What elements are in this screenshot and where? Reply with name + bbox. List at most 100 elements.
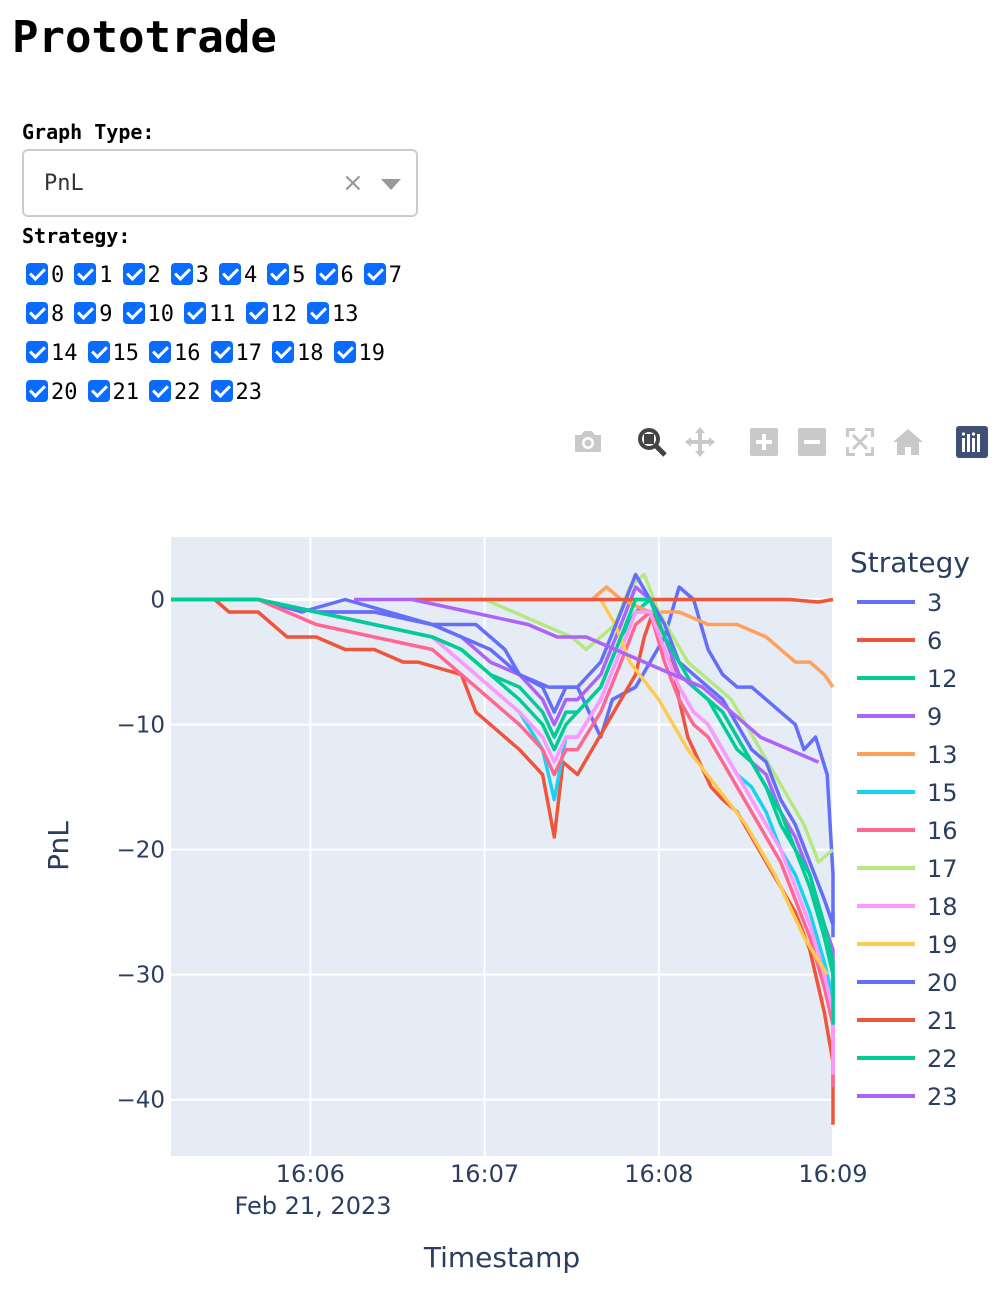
checkbox-checked[interactable] [149, 380, 171, 402]
strategy-checkbox-3[interactable]: 3 [165, 256, 209, 295]
legend-label: 22 [927, 1045, 958, 1073]
plotly-logo-icon[interactable] [952, 420, 992, 464]
strategy-checkbox-7[interactable]: 7 [358, 256, 402, 295]
pan-icon[interactable] [680, 420, 720, 464]
strategy-checkbox-18[interactable]: 18 [266, 334, 324, 373]
strategy-checkbox-label: 18 [297, 341, 324, 366]
graph-type-value: PnL [44, 171, 84, 196]
zoom-in-icon[interactable] [744, 420, 784, 464]
checkbox-checked[interactable] [74, 302, 97, 324]
checkbox-checked[interactable] [267, 263, 290, 285]
legend-label: 17 [927, 855, 958, 883]
legend-item-21[interactable]: 21 [857, 1007, 958, 1035]
zoom-out-icon[interactable] [792, 420, 832, 464]
zoom-icon[interactable] [632, 420, 672, 464]
strategy-checkbox-label: 20 [51, 380, 78, 405]
x-tick-label: 16:08 [624, 1160, 693, 1188]
checkbox-checked[interactable] [87, 341, 110, 363]
strategy-checkbox-17[interactable]: 17 [205, 334, 263, 373]
checkbox-checked[interactable] [74, 263, 97, 285]
y-axis-title: PnL [42, 821, 75, 871]
legend-item-9[interactable]: 9 [857, 703, 942, 731]
strategy-checkbox-label: 10 [147, 302, 175, 327]
legend-item-16[interactable]: 16 [857, 817, 958, 845]
checkbox-checked[interactable] [272, 341, 294, 363]
strategy-checkbox-9[interactable]: 9 [68, 295, 113, 334]
checkbox-checked[interactable] [122, 302, 145, 324]
camera-icon[interactable] [568, 420, 608, 464]
legend-label: 23 [927, 1083, 958, 1111]
legend-item-23[interactable]: 23 [857, 1083, 958, 1111]
strategy-checkbox-1[interactable]: 1 [68, 256, 113, 295]
strategy-checklist: 0 1 2 3 4 5 6 78 9 10 11 12 1314 15 16 17 18 1920 21 22 23 [20, 256, 420, 412]
strategy-checkbox-2[interactable]: 2 [117, 256, 161, 295]
y-tick-label: −10 [116, 713, 165, 739]
chevron-down-icon[interactable] [381, 179, 401, 190]
strategy-checkbox-20[interactable]: 20 [20, 373, 78, 412]
strategy-checkbox-label: 9 [99, 302, 113, 327]
checkbox-checked[interactable] [184, 302, 206, 324]
strategy-checkbox-label: 17 [235, 341, 263, 366]
checkbox-checked[interactable] [363, 263, 386, 285]
checkbox-checked[interactable] [170, 263, 193, 285]
checkbox-checked[interactable] [87, 380, 110, 402]
strategy-checkbox-4[interactable]: 4 [213, 256, 257, 295]
legend-item-3[interactable]: 3 [857, 589, 942, 617]
strategy-checkbox-19[interactable]: 19 [328, 334, 385, 373]
x-tick-sublabel: Feb 21, 2023 [235, 1192, 392, 1220]
legend: 3 6 12 9 13 15 16 17 18 19 20 21 22 23 [857, 589, 958, 1111]
plot-area[interactable] [171, 537, 833, 1156]
strategy-label: Strategy: [22, 224, 131, 248]
autoscale-icon[interactable] [840, 420, 880, 464]
checkbox-checked[interactable] [307, 302, 329, 324]
strategy-checkbox-14[interactable]: 14 [20, 334, 78, 373]
legend-item-15[interactable]: 15 [857, 779, 958, 807]
checkbox-checked[interactable] [315, 263, 338, 285]
strategy-checkbox-15[interactable]: 15 [82, 334, 140, 373]
reset-axes-icon[interactable] [888, 420, 928, 464]
legend-item-18[interactable]: 18 [857, 893, 958, 921]
pnl-chart[interactable]: 0 −10 −20 −30 −40 16:06 16:07 16:08 16:09 Feb 2… [0, 470, 1002, 1300]
strategy-checkbox-label: 7 [388, 263, 402, 288]
checkbox-checked[interactable] [333, 341, 356, 363]
strategy-checkbox-8[interactable]: 8 [20, 295, 64, 334]
y-tick-labels: 0 −10 −20 −30 −40 [116, 588, 165, 1114]
legend-item-20[interactable]: 20 [857, 969, 958, 997]
x-tick-label: 16:06 [276, 1160, 345, 1188]
strategy-checkbox-5[interactable]: 5 [261, 256, 306, 295]
checkbox-checked[interactable] [245, 302, 268, 324]
checkbox-checked[interactable] [26, 302, 48, 324]
legend-item-12[interactable]: 12 [857, 665, 958, 693]
legend-title: Strategy [850, 546, 970, 579]
x-tick-label: 16:09 [798, 1160, 867, 1188]
checkbox-checked[interactable] [26, 263, 48, 285]
strategy-checkbox-10[interactable]: 10 [117, 295, 175, 334]
strategy-checkbox-23[interactable]: 23 [205, 373, 262, 412]
strategy-checkbox-16[interactable]: 16 [143, 334, 201, 373]
checkbox-checked[interactable] [26, 380, 48, 402]
legend-item-19[interactable]: 19 [857, 931, 958, 959]
graph-type-dropdown[interactable]: PnL × [22, 149, 418, 217]
checkbox-checked[interactable] [219, 263, 241, 285]
legend-item-17[interactable]: 17 [857, 855, 958, 883]
checkbox-checked[interactable] [149, 341, 171, 363]
checkbox-checked[interactable] [122, 263, 145, 285]
strategy-checkbox-label: 12 [270, 302, 298, 327]
legend-label: 19 [927, 931, 958, 959]
clear-icon[interactable]: × [342, 168, 364, 198]
strategy-checkbox-21[interactable]: 21 [82, 373, 140, 412]
checkbox-checked[interactable] [210, 341, 233, 363]
strategy-checkbox-label: 15 [112, 341, 140, 366]
strategy-checkbox-label: 21 [112, 380, 140, 405]
strategy-checkbox-0[interactable]: 0 [20, 256, 64, 295]
checkbox-checked[interactable] [26, 341, 48, 363]
strategy-checkbox-11[interactable]: 11 [178, 295, 236, 334]
checkbox-checked[interactable] [210, 380, 233, 402]
legend-item-22[interactable]: 22 [857, 1045, 958, 1073]
strategy-checkbox-13[interactable]: 13 [301, 295, 359, 334]
strategy-checkbox-22[interactable]: 22 [143, 373, 201, 412]
strategy-checkbox-12[interactable]: 12 [240, 295, 298, 334]
strategy-checkbox-6[interactable]: 6 [310, 256, 354, 295]
legend-item-6[interactable]: 6 [857, 627, 942, 655]
legend-item-13[interactable]: 13 [857, 741, 958, 769]
